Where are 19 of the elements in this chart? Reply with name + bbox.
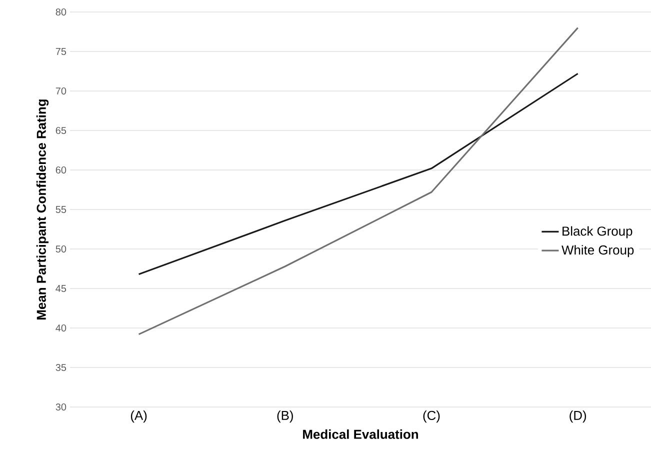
legend-label: Black Group: [562, 226, 632, 238]
y-tick-label: 40: [56, 324, 66, 332]
y-tick-label: 70: [56, 87, 66, 95]
y-tick-label: 55: [56, 206, 66, 213]
x-axis-title: Medical Evaluation: [303, 429, 418, 439]
x-tick-label: (C): [423, 410, 440, 423]
y-tick-label: 60: [56, 166, 66, 174]
y-tick-label: 75: [56, 48, 66, 55]
y-tick-label: 35: [56, 364, 66, 372]
x-tick-label: (A): [130, 410, 147, 423]
y-tick-label: 50: [56, 245, 66, 253]
y-tick-label: 30: [56, 403, 66, 411]
y-tick-label: 45: [56, 285, 66, 292]
legend-label: White Group: [562, 245, 634, 258]
y-tick-label: 80: [56, 8, 66, 16]
x-tick-label: (B): [277, 410, 293, 423]
y-tick-label: 65: [56, 126, 66, 134]
x-tick-label: (D): [570, 410, 586, 423]
y-axis-title: Mean Participant Confidence Rating: [36, 100, 49, 320]
